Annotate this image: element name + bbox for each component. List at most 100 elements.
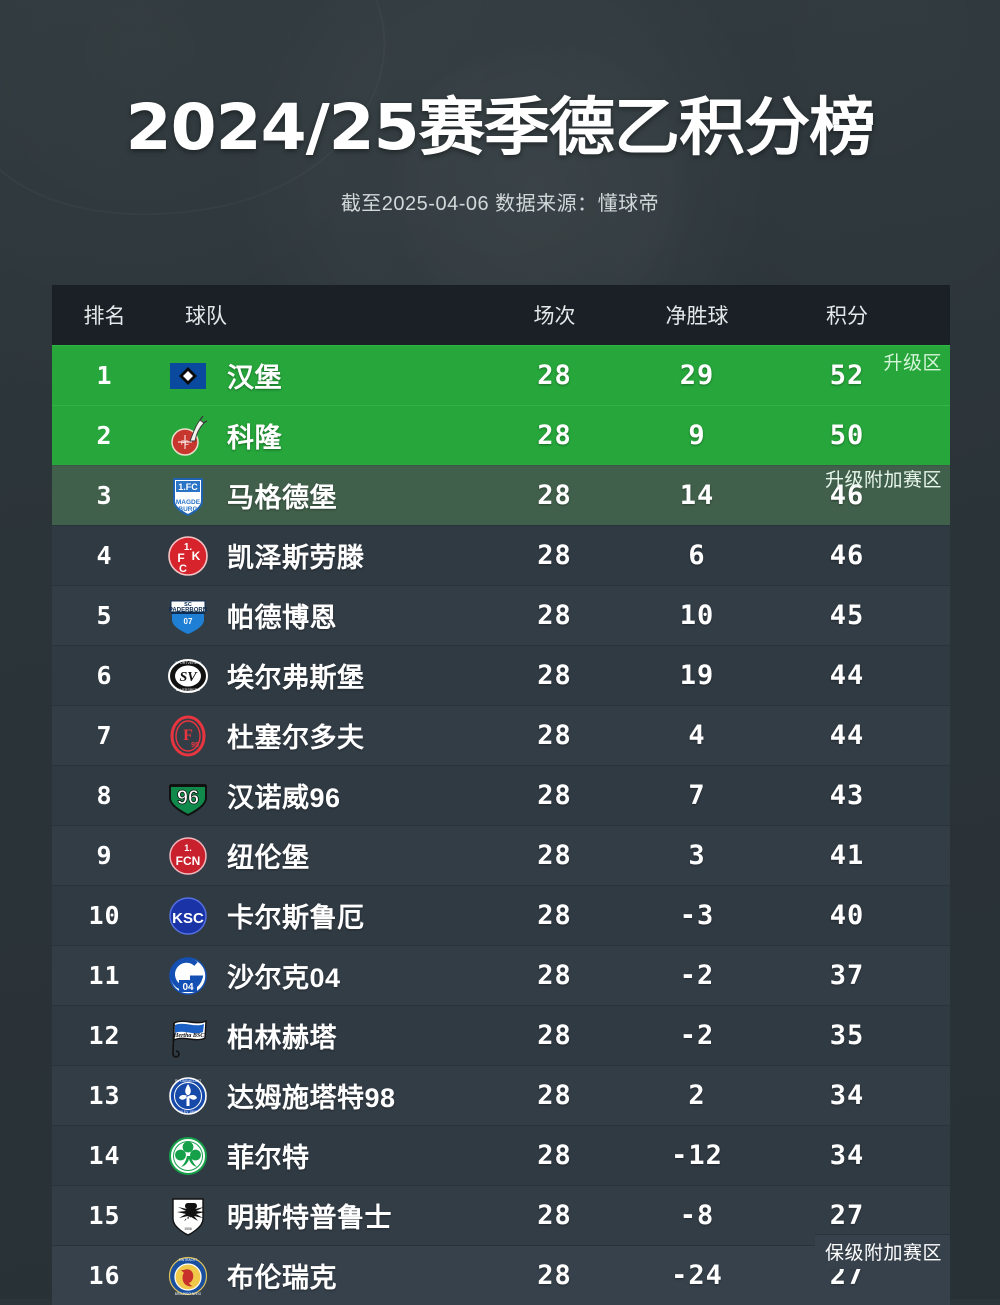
cell-points: 34 [829, 1080, 865, 1111]
cell-rank: 14 [88, 1141, 121, 1170]
cell-rank: 2 [96, 421, 113, 450]
cell-points: 35 [829, 1020, 865, 1051]
cell-rank: 8 [96, 781, 113, 810]
cell-team: F 95 杜塞尔多夫 [157, 713, 487, 759]
cell-goal-difference: -2 [679, 960, 715, 991]
column-header-gd: 净胜球 [665, 305, 729, 328]
table-row[interactable]: 6 SV SPORTVEREIN ELVERSBERG 埃尔弗斯堡 28 19 44 [52, 645, 950, 705]
cell-points: 43 [829, 780, 865, 811]
table-row[interactable]: 14 菲尔特 28 -12 34 [52, 1125, 950, 1185]
cell-played: 28 [537, 480, 572, 511]
dusseldorf-crest: F 95 [165, 713, 211, 759]
elversberg-crest: SV SPORTVEREIN ELVERSBERG [165, 653, 211, 699]
braunschweig-crest: EINTRACHT BRAUNSCHWEIG [165, 1253, 211, 1299]
table-body: 1 汉堡 28 29 52 2 FC 科隆 28 9 50 3 1.FC MAGDE BURG 马格德堡 28 1… [52, 345, 950, 1305]
table-row[interactable]: 1 汉堡 28 29 52 [52, 345, 950, 405]
table-row[interactable]: 16 EINTRACHT BRAUNSCHWEIG 布伦瑞克 28 -24 27 [52, 1245, 950, 1305]
cell-team: SV DARMSTADT 98 EV 1898 达姆施塔特98 [157, 1073, 487, 1119]
cell-rank: 3 [96, 481, 113, 510]
hertha-crest: Hertha BSC [165, 1013, 211, 1059]
svg-text:FCN: FCN [176, 854, 201, 868]
svg-text:SC: SC [184, 602, 192, 608]
cell-played: 28 [537, 840, 572, 871]
cell-rank: 11 [88, 961, 121, 990]
cell-rank: 16 [88, 1261, 121, 1290]
svg-text:SV DARMSTADT: SV DARMSTADT [175, 1079, 201, 1083]
cell-goal-difference: 19 [679, 660, 715, 691]
team-name: 埃尔弗斯堡 [227, 663, 365, 693]
cell-goal-difference: 2 [688, 1080, 706, 1111]
team-name: 纽伦堡 [227, 843, 310, 873]
team-name: 马格德堡 [227, 483, 337, 513]
table-row[interactable]: 15 P 1906 明斯特普鲁士 28 -8 27 [52, 1185, 950, 1245]
table-row[interactable]: 3 1.FC MAGDE BURG 马格德堡 28 14 46 [52, 465, 950, 525]
page-title: 2024/25赛季德乙积分榜 [125, 91, 876, 164]
hamburg-crest [165, 353, 211, 399]
table-row[interactable]: 2 FC 科隆 28 9 50 [52, 405, 950, 465]
cell-points: 44 [829, 720, 865, 751]
cell-rank: 5 [96, 601, 113, 630]
svg-text:F: F [177, 551, 184, 565]
cell-played: 28 [537, 660, 572, 691]
cell-team: 汉堡 [157, 353, 487, 399]
zone-badge-relegation-playoff: 保级附加赛区 [814, 1234, 950, 1269]
page-header: 2024/25赛季德乙积分榜 截至2025-04-06 数据来源：懂球帝 [0, 0, 1000, 216]
cell-played: 28 [537, 1200, 572, 1231]
darmstadt-crest: SV DARMSTADT 98 EV 1898 [165, 1073, 211, 1119]
table-row[interactable]: 5 SC PADERBORN 07 帕德博恩 28 10 45 [52, 585, 950, 645]
column-header-points: 积分 [826, 305, 868, 328]
cell-played: 28 [537, 1080, 572, 1111]
cell-points: 45 [829, 600, 865, 631]
svg-text:PADERBORN: PADERBORN [169, 607, 207, 613]
cell-played: 28 [537, 780, 572, 811]
cell-goal-difference: 14 [679, 480, 715, 511]
cell-goal-difference: -8 [679, 1200, 715, 1231]
cell-team: 1.FC MAGDE BURG 马格德堡 [157, 473, 487, 519]
team-name: 帕德博恩 [227, 603, 337, 633]
page-subtitle: 截至2025-04-06 数据来源：懂球帝 [340, 193, 660, 215]
team-name: 沙尔克04 [227, 963, 341, 993]
cell-goal-difference: 3 [688, 840, 706, 871]
svg-text:BURG: BURG [178, 506, 197, 513]
cell-team: 1. F K C 凯泽斯劳滕 [157, 533, 487, 579]
cell-rank: 12 [88, 1021, 121, 1050]
cell-points: 41 [829, 840, 865, 871]
cell-played: 28 [537, 600, 572, 631]
table-row[interactable]: 7 F 95 杜塞尔多夫 28 4 44 [52, 705, 950, 765]
cell-rank: 4 [96, 541, 113, 570]
team-name: 卡尔斯鲁厄 [227, 903, 365, 933]
koln-crest: FC [165, 413, 211, 459]
svg-text:1906: 1906 [184, 1227, 192, 1231]
table-row[interactable]: 12 Hertha BSC 柏林赫塔 28 -2 35 [52, 1005, 950, 1065]
cell-points: 27 [829, 1200, 865, 1231]
table-row[interactable]: 9 1. FCN 纽伦堡 28 3 41 [52, 825, 950, 885]
cell-team: SC PADERBORN 07 帕德博恩 [157, 593, 487, 639]
cell-goal-difference: 4 [688, 720, 706, 751]
column-header-rank: 排名 [83, 305, 126, 328]
cell-points: 40 [829, 900, 865, 931]
team-name: 凯泽斯劳滕 [227, 543, 365, 573]
column-header-team: 球队 [185, 305, 227, 328]
cell-points: 46 [829, 480, 865, 511]
magdeburg-crest: 1.FC MAGDE BURG [165, 473, 211, 519]
column-header-played: 场次 [533, 305, 576, 328]
cell-team: EINTRACHT BRAUNSCHWEIG 布伦瑞克 [157, 1253, 487, 1299]
cell-rank: 6 [96, 661, 113, 690]
cell-played: 28 [537, 420, 572, 451]
svg-text:1.: 1. [184, 542, 193, 553]
cell-played: 28 [537, 900, 572, 931]
svg-text:KSC: KSC [172, 910, 204, 927]
table-row[interactable]: 10 KSC 卡尔斯鲁厄 28 -3 40 [52, 885, 950, 945]
table-row[interactable]: 8 96 汉诺威96 28 7 43 [52, 765, 950, 825]
table-row[interactable]: 11 04 沙尔克04 28 -2 37 [52, 945, 950, 1005]
hannover-crest: 96 [165, 773, 211, 819]
table-row[interactable]: 13 SV DARMSTADT 98 EV 1898 达姆施塔特98 28 2 34 [52, 1065, 950, 1125]
table-row[interactable]: 4 1. F K C 凯泽斯劳滕 28 6 46 [52, 525, 950, 585]
zone-badge-promotion-playoff: 升级附加赛区 [824, 470, 942, 491]
team-name: 科隆 [227, 423, 282, 453]
cell-team: FC 科隆 [157, 413, 487, 459]
cell-team: 04 沙尔克04 [157, 953, 487, 999]
svg-text:SV: SV [179, 670, 198, 685]
svg-text:ELVERSBERG: ELVERSBERG [176, 688, 200, 692]
svg-text:04: 04 [182, 982, 194, 993]
